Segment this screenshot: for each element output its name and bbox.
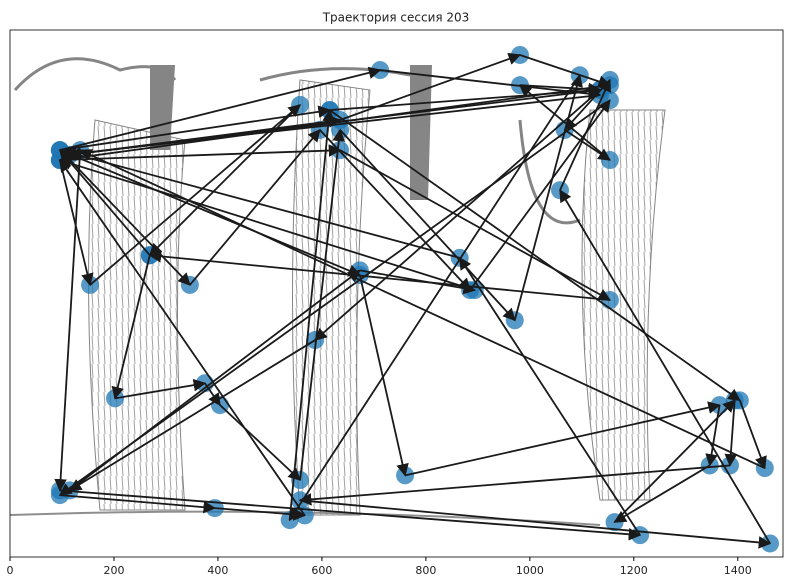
x-tick-label: 600 xyxy=(311,564,332,577)
saccade-arrow xyxy=(360,275,405,475)
saccade-arrow xyxy=(515,75,580,320)
x-tick-label: 1000 xyxy=(516,564,544,577)
saccade-arrow xyxy=(300,465,730,500)
x-tick-label: 1400 xyxy=(724,564,752,577)
saccade-arrow xyxy=(220,405,300,480)
saccade-arrow xyxy=(520,55,610,85)
x-tick-label: 800 xyxy=(415,564,436,577)
x-tick-label: 1200 xyxy=(620,564,648,577)
chart-title: Траектория сессия 203 xyxy=(322,11,470,25)
x-tick-label: 400 xyxy=(207,564,228,577)
chart: Траектория сессия 203 0 200 400 600 800 1000 1… xyxy=(0,0,799,579)
saccade-arrow xyxy=(730,400,735,465)
saccade-arrow xyxy=(300,500,770,543)
x-tick-label: 200 xyxy=(103,564,124,577)
x-tick-label: 0 xyxy=(7,564,14,577)
